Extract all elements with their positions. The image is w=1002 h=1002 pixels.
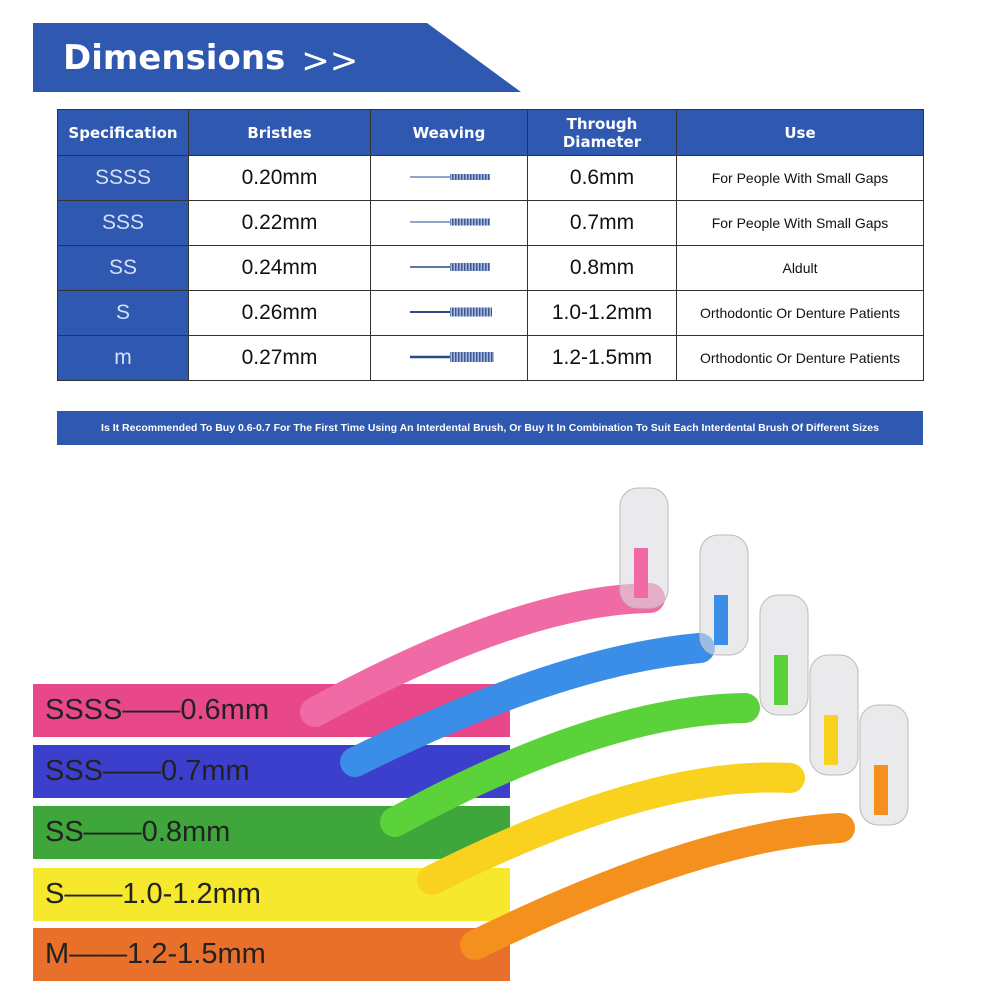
bristles-cell: 0.26mm <box>188 290 371 336</box>
brush-weave-icon <box>410 218 490 226</box>
diameter-cell: 1.2-1.5mm <box>527 335 677 381</box>
diameter-cell: 0.7mm <box>527 200 677 246</box>
brush-handle <box>460 813 855 960</box>
weaving-cell <box>370 155 528 201</box>
brush-weave-icon <box>410 352 494 362</box>
use-cell: For People With Small Gaps <box>676 155 924 201</box>
brush-head <box>874 765 888 815</box>
bristles-cell: 0.27mm <box>188 335 371 381</box>
table-row: SSS 0.22mm 0.7mm For People With Small G… <box>57 200 924 246</box>
double-chevron-icon: >> <box>301 40 359 81</box>
brush-handle <box>380 693 760 837</box>
bristles-cell: 0.24mm <box>188 245 371 291</box>
table-row: S 0.26mm 1.0-1.2mm Orthodontic Or Dentur… <box>57 290 924 336</box>
brush-weave-icon <box>410 263 490 271</box>
brush-head <box>774 655 788 705</box>
spec-cell: SSS <box>57 200 189 246</box>
use-cell: Orthodontic Or Denture Patients <box>676 335 924 381</box>
brush-handle <box>417 762 805 895</box>
brush-weave-icon <box>410 307 492 317</box>
weaving-cell <box>370 335 528 381</box>
table-row: m 0.27mm 1.2-1.5mm Orthodontic Or Dentur… <box>57 335 924 381</box>
recommendation-note: Is It Recommended To Buy 0.6-0.7 For The… <box>57 411 923 445</box>
size-band: M——1.2-1.5mm <box>33 928 510 981</box>
spec-cell: m <box>57 335 189 381</box>
spec-cell: S <box>57 290 189 336</box>
brush-handle <box>300 583 665 727</box>
brush-handle <box>340 633 715 777</box>
dimensions-banner: Dimensions >> <box>33 23 521 92</box>
col-header: Through Diameter <box>527 109 677 156</box>
brush-weave-icon <box>410 174 490 180</box>
brush-head <box>634 548 648 598</box>
brush-head <box>714 595 728 645</box>
weaving-cell <box>370 245 528 291</box>
diameter-cell: 1.0-1.2mm <box>527 290 677 336</box>
bristles-cell: 0.20mm <box>188 155 371 201</box>
use-cell: Orthodontic Or Denture Patients <box>676 290 924 336</box>
page-title: Dimensions <box>63 37 286 78</box>
spec-cell: SSSS <box>57 155 189 201</box>
table-header: Specification Bristles Weaving Through D… <box>57 109 924 156</box>
table-row: SSSS 0.20mm 0.6mm For People With Small … <box>57 155 924 201</box>
col-header: Weaving <box>370 109 528 156</box>
diameter-cell: 0.6mm <box>527 155 677 201</box>
spec-table: Specification Bristles Weaving Through D… <box>57 109 924 381</box>
spec-cell: SS <box>57 245 189 291</box>
brush-head <box>824 715 838 765</box>
